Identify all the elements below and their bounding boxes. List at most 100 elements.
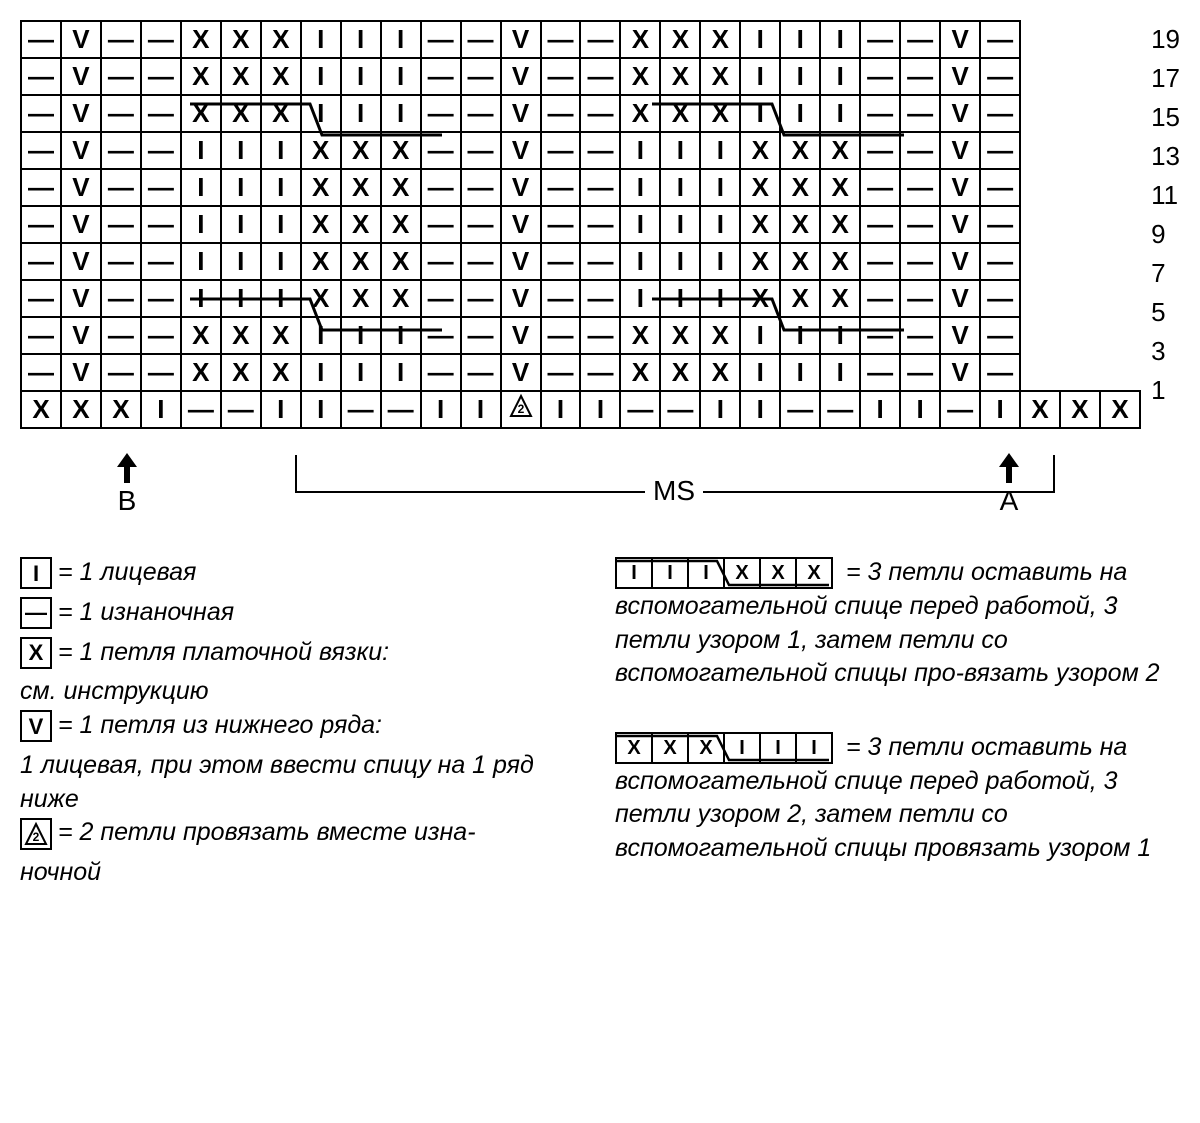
legend-text: = 1 петля из нижнего ряда: <box>58 711 382 739</box>
grid-cell: X <box>381 169 421 206</box>
grid-cell: — <box>421 95 461 132</box>
grid-row: —V——IIIXXX——V——IIIXXX——V— <box>21 132 1140 169</box>
marker-label: B <box>115 485 139 517</box>
grid-cell <box>1100 280 1140 317</box>
grid-cell: I <box>780 21 820 58</box>
grid-cell: — <box>21 21 61 58</box>
grid-cell: V <box>501 243 541 280</box>
grid-cell: — <box>900 280 940 317</box>
grid-cell: X <box>780 280 820 317</box>
grid-cell: I <box>620 132 660 169</box>
grid-cell: X <box>820 243 860 280</box>
grid-cell: I <box>381 58 421 95</box>
grid-cell: X <box>261 58 301 95</box>
grid-cell: — <box>21 280 61 317</box>
grid-cell: — <box>421 206 461 243</box>
grid-cell <box>1060 354 1100 391</box>
grid-cell: I <box>660 243 700 280</box>
grid-cell: V <box>940 317 980 354</box>
grid-cell: I <box>860 391 900 428</box>
legend: I= 1 лицевая—= 1 изнаночнаяX= 1 петля пл… <box>20 556 1180 906</box>
grid-cell: I <box>700 169 740 206</box>
grid-cell: I <box>261 169 301 206</box>
grid-cell: — <box>421 132 461 169</box>
grid-cell: — <box>900 243 940 280</box>
grid-cell: — <box>660 391 700 428</box>
grid-cell: — <box>900 354 940 391</box>
grid-cell: X <box>660 58 700 95</box>
legend-item: X= 1 петля платочной вязки: <box>20 636 585 670</box>
grid-cell: — <box>101 21 141 58</box>
row-number: 1 <box>1141 371 1180 410</box>
grid-cell: X <box>620 58 660 95</box>
grid-cell: X <box>820 280 860 317</box>
grid-cell: — <box>900 58 940 95</box>
grid-cell: — <box>580 169 620 206</box>
grid-cell: — <box>980 132 1020 169</box>
grid-cell: V <box>940 95 980 132</box>
grid-cell: — <box>141 58 181 95</box>
grid-cell: I <box>740 21 780 58</box>
grid-cell: I <box>261 243 301 280</box>
grid-cell: I <box>341 95 381 132</box>
grid-cell: — <box>860 169 900 206</box>
grid-cell: — <box>980 354 1020 391</box>
grid-row: —V——XXXIII——V——XXXIII——V— <box>21 354 1140 391</box>
grid-cell: — <box>381 391 421 428</box>
grid-cell: I <box>700 243 740 280</box>
grid-cell: — <box>141 354 181 391</box>
chart-grid: —V——XXXIII——V——XXXIII——V——V——XXXIII——V——… <box>20 20 1141 429</box>
grid-cell: — <box>541 243 581 280</box>
row-number: 3 <box>1141 332 1180 371</box>
grid-cell <box>1100 132 1140 169</box>
grid-cell: X <box>221 21 261 58</box>
grid-cell: — <box>101 206 141 243</box>
grid-row: —V——IIIXXX——V——IIIXXX——V— <box>21 243 1140 280</box>
grid-cell: I <box>820 95 860 132</box>
grid-cell: 2 <box>501 391 541 428</box>
grid-cell: X <box>381 206 421 243</box>
grid-cell: — <box>421 21 461 58</box>
grid-cell: — <box>101 280 141 317</box>
grid-cell: X <box>341 206 381 243</box>
grid-cell: — <box>980 280 1020 317</box>
grid-cell: I <box>141 391 181 428</box>
grid-cell: V <box>61 280 101 317</box>
legend-symbol: X <box>20 637 52 669</box>
grid-cell: — <box>221 391 261 428</box>
grid-cell <box>1100 206 1140 243</box>
grid-cell: — <box>860 132 900 169</box>
grid-cell: V <box>940 354 980 391</box>
grid-cell: — <box>580 317 620 354</box>
grid-cell <box>1060 169 1100 206</box>
grid-cell: X <box>740 280 780 317</box>
grid-cell <box>1020 169 1060 206</box>
grid-cell: — <box>541 206 581 243</box>
grid-cell <box>1020 354 1060 391</box>
grid-cell: V <box>501 58 541 95</box>
grid-cell: — <box>461 58 501 95</box>
grid-cell: I <box>181 206 221 243</box>
grid-cell: — <box>461 169 501 206</box>
grid-cell: — <box>461 21 501 58</box>
grid-cell: X <box>700 58 740 95</box>
grid-cell <box>1100 169 1140 206</box>
grid-cell: — <box>980 21 1020 58</box>
grid-cell: — <box>461 206 501 243</box>
grid-row: —V——IIIXXX——V——IIIXXX——V— <box>21 206 1140 243</box>
grid-cell: — <box>181 391 221 428</box>
grid-cell: — <box>141 243 181 280</box>
grid-cell: X <box>301 206 341 243</box>
legend-right: IIIXXX = 3 петли оставить на вспомогател… <box>615 556 1180 906</box>
grid-cell: — <box>860 243 900 280</box>
grid-cell: — <box>580 95 620 132</box>
row-number: 11 <box>1141 176 1180 215</box>
grid-cell: — <box>900 21 940 58</box>
grid-cell: — <box>21 206 61 243</box>
grid-cell: — <box>21 169 61 206</box>
grid-cell: I <box>820 317 860 354</box>
grid-cell: X <box>381 132 421 169</box>
grid-cell: I <box>620 243 660 280</box>
grid-cell: X <box>341 243 381 280</box>
grid-cell: I <box>341 354 381 391</box>
